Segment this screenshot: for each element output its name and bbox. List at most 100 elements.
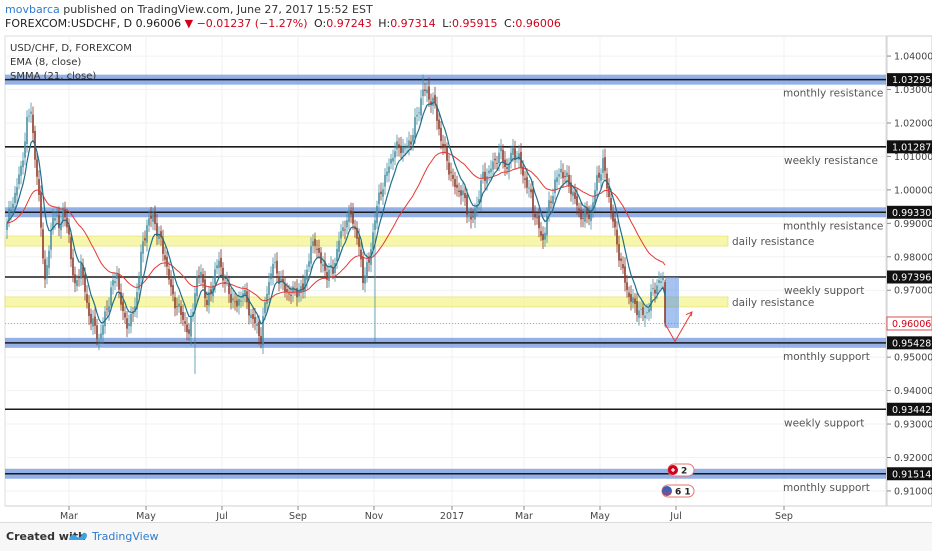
candle-body [258,321,260,337]
candle-body [68,224,70,235]
candle-body [444,144,446,148]
candle-body [574,192,576,199]
candle-body [326,272,328,280]
low-value: 0.95915 [452,17,498,30]
candle-body [202,274,204,283]
candle-body [658,280,660,283]
candle-body [36,159,38,177]
candle-body [398,144,400,148]
candle-body [314,239,316,246]
candle-body [264,302,266,314]
candle-body [322,264,324,267]
candle-body [64,209,66,218]
level-label: monthly support [783,482,870,494]
candle-body [436,105,438,121]
candle-body [508,163,510,171]
candle-body [122,301,124,312]
candle-body [168,268,170,280]
open-value: 0.97243 [326,17,372,30]
candle-body [616,229,618,245]
candle-body [70,237,72,260]
candle-body [664,282,666,324]
candle-body [124,312,126,318]
candle-body [92,318,94,327]
candle-body [636,301,638,316]
price-change: −0.01237 (−1.27%) [196,17,308,30]
candle-body [566,172,568,177]
candle-body [136,292,138,310]
candle-body [550,201,552,203]
candle-body [632,297,634,304]
candle-body [580,209,582,220]
candle-body [80,263,82,279]
candle-body [460,190,462,196]
candle-body [372,232,374,250]
candle-body [492,161,494,170]
candle-body [430,101,432,106]
candle-body [376,205,378,224]
candle-body [424,89,426,91]
candle-body [528,187,530,189]
candle-body [480,180,482,203]
price-chart[interactable]: 1.04000 1.03000 1.02000 1.01000 1.00000 0.990… [0,0,932,522]
candle-body [292,286,294,294]
candle-body [350,210,352,215]
candle-body [588,214,590,220]
candle-body [360,249,362,260]
candle-body [206,300,208,306]
candle-body [564,175,566,178]
candle-body [216,265,218,269]
symbol-name: FOREXCOM:USDCHF, D [5,17,133,30]
candle-body [304,278,306,292]
candle-body [150,215,152,219]
tradingview-brand-link[interactable]: TradingView [92,530,159,543]
candle-body [530,189,532,193]
candle-body [484,171,486,182]
candle-body [536,217,538,219]
candle-body [174,297,176,309]
candle-body [232,298,234,301]
candle-body [262,316,264,346]
candle-body [290,294,292,296]
candle-body [420,98,422,116]
candle-body [648,308,650,313]
candle-body [82,264,84,278]
candle-body [310,246,312,264]
candle-body [554,179,556,194]
candle-body [166,256,168,267]
candle-body [578,208,580,211]
candle-body [438,119,440,130]
x-tick-label: Mar [515,511,533,522]
candle-body [654,289,656,294]
candle-body [622,263,624,269]
author-link[interactable]: movbarca [5,3,60,16]
ohlc-line: FOREXCOM:USDCHF, D 0.96006 ▼ −0.01237 (−… [5,17,561,30]
open-label: O: [314,17,327,30]
candle-body [190,317,192,337]
candle-body [74,274,76,284]
smma-legend[interactable]: SMMA (21, close) [10,71,97,82]
candle-body [490,168,492,173]
candle-body [284,283,286,293]
candle-body [562,171,564,179]
candle-body [28,115,30,117]
tradingview-logo-icon [69,532,87,540]
ema-legend[interactable]: EMA (8, close) [10,57,82,68]
candle-body [404,148,406,150]
y-tick-label: 0.93000 [894,420,932,431]
candle-body [502,149,504,163]
candle-body [12,203,14,208]
candle-body [474,208,476,220]
candle-body [570,182,572,195]
footer-bar: Created with TradingView [0,522,932,551]
candle-body [278,276,280,284]
projection-arrow [664,311,693,343]
price-tag [887,336,932,350]
candle-body [58,215,60,229]
candle-body [178,303,180,307]
y-tick-label: 1.03000 [894,85,932,96]
candle-body [194,293,196,311]
candle-body [94,316,96,326]
candle-body [620,258,622,261]
candle-body [8,209,10,222]
